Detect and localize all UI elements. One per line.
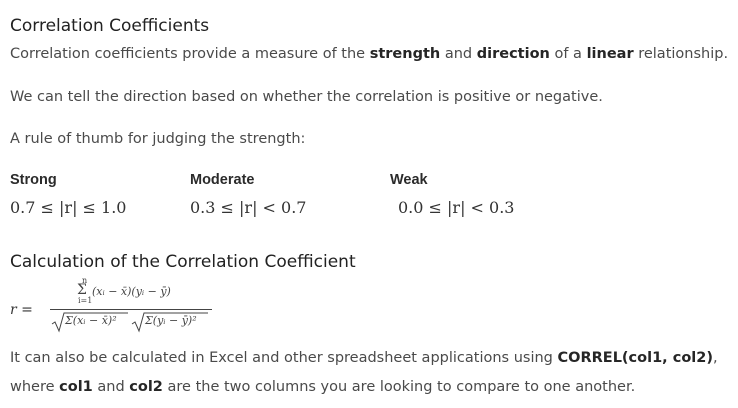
rule-of-thumb-paragraph: A rule of thumb for judging the strength… xyxy=(10,131,306,147)
intro-paragraph: Correlation coefficients provide a measu… xyxy=(10,46,728,62)
intro-text-1: Correlation coefficients provide a measu… xyxy=(10,46,370,62)
strong-range: 0.7 ≤ |r| ≤ 1.0 xyxy=(10,198,127,217)
intro-text-2: and xyxy=(440,46,477,62)
sqrt-icon xyxy=(51,312,208,333)
intro-bold-direction: direction xyxy=(476,46,550,62)
formula-lhs: r = xyxy=(10,302,33,318)
excel-paragraph-line1: It can also be calculated in Excel and o… xyxy=(10,350,718,366)
intro-bold-strength: strength xyxy=(369,46,441,62)
excel-paragraph-line2: where col1 and col2 are the two columns … xyxy=(10,379,635,395)
intro-text-3: of a xyxy=(549,46,587,62)
direction-paragraph: We can tell the direction based on wheth… xyxy=(10,89,603,105)
formula-denominator-right: Σ(yᵢ − ȳ)² xyxy=(145,314,197,327)
moderate-range: 0.3 ≤ |r| < 0.7 xyxy=(190,198,307,217)
formula-numerator: (xᵢ − x̄)(yᵢ − ȳ) xyxy=(92,285,171,298)
moderate-label: Moderate xyxy=(190,172,255,188)
excel-text-4: and xyxy=(92,379,130,395)
weak-label: Weak xyxy=(390,172,428,188)
excel-text-3: where xyxy=(10,379,60,395)
excel-bold-col1: col1 xyxy=(59,379,93,395)
excel-text-2: , xyxy=(712,350,718,366)
fraction-bar xyxy=(50,309,212,310)
sum-lower-limit: i=1 xyxy=(78,296,93,305)
excel-bold-correl: CORREL(col1, col2) xyxy=(557,350,713,366)
excel-text-1: It can also be calculated in Excel and o… xyxy=(10,350,558,366)
heading-correlation-coefficients: Correlation Coefficients xyxy=(10,16,210,36)
heading-calculation: Calculation of the Correlation Coefficie… xyxy=(10,252,356,272)
strong-label: Strong xyxy=(10,172,57,188)
intro-bold-linear: linear xyxy=(586,46,634,62)
weak-range: 0.0 ≤ |r| < 0.3 xyxy=(398,198,515,217)
formula-denominator-left: Σ(xᵢ − x̄)² xyxy=(65,314,117,327)
excel-bold-col2: col2 xyxy=(129,379,163,395)
intro-text-4: relationship. xyxy=(633,46,729,62)
excel-text-5: are the two columns you are looking to c… xyxy=(162,379,636,395)
sum-upper-limit: n xyxy=(82,276,88,285)
sigma-icon: Σ xyxy=(77,282,87,298)
